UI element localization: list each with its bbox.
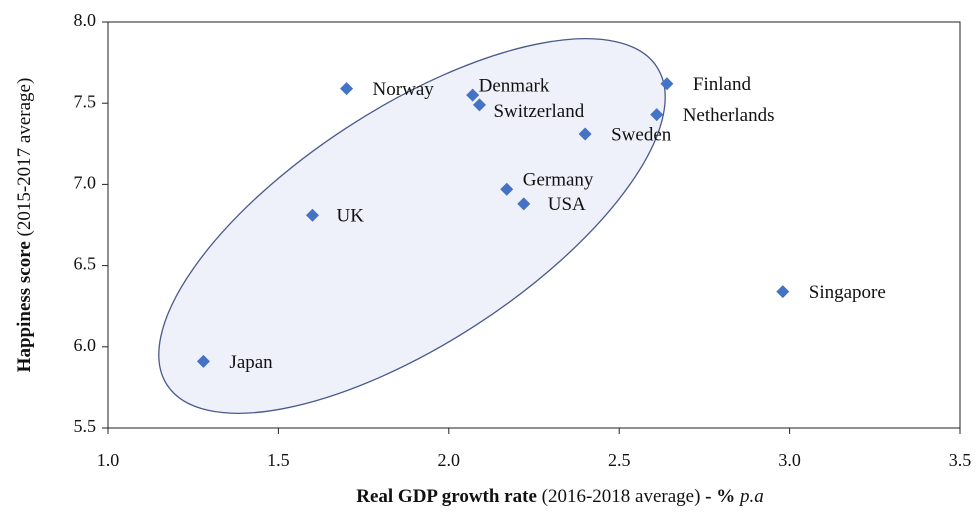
point: [466, 88, 480, 102]
point-label: Denmark: [479, 75, 550, 96]
point-label: Switzerland: [493, 101, 584, 122]
y-axis-label: Happiness score (2015-2017 average): [14, 78, 35, 373]
x-tick-label: 2.5: [608, 450, 631, 470]
y-tick-label: 6.0: [74, 335, 97, 355]
point: [340, 82, 354, 96]
cluster-ellipse: [158, 38, 666, 414]
y-tick-label: 8.0: [74, 10, 97, 30]
point-label: UK: [336, 206, 364, 227]
point-label: Singapore: [809, 282, 886, 303]
y-tick-label: 5.5: [74, 416, 97, 436]
point-label: Germany: [523, 170, 594, 191]
x-tick-label: 3.0: [778, 450, 801, 470]
point-label: Japan: [229, 352, 273, 373]
x-label-part: - %: [705, 486, 735, 507]
y-label-part: Happiness score: [14, 241, 35, 372]
point-label: Norway: [373, 79, 435, 100]
point: [578, 127, 592, 141]
point: [500, 182, 514, 196]
y-label-part: (2015-2017 average): [14, 78, 35, 237]
point-label: Finland: [693, 74, 752, 95]
x-axis-label: Real GDP growth rate (2016-2018 average)…: [356, 486, 764, 507]
point-label: Sweden: [611, 124, 672, 145]
point: [776, 285, 790, 299]
y-tick-label: 7.0: [74, 173, 97, 193]
point: [517, 197, 531, 211]
point: [472, 98, 486, 112]
point-label: Netherlands: [683, 105, 775, 126]
x-tick-label: 2.0: [438, 450, 461, 470]
x-tick-label: 1.5: [267, 450, 290, 470]
point: [305, 208, 319, 222]
x-tick-label: 1.0: [97, 450, 120, 470]
x-label-part: (2016-2018 average): [542, 486, 701, 507]
point: [650, 108, 664, 122]
x-label-part: Real GDP growth rate: [356, 486, 537, 507]
y-tick-label: 6.5: [74, 254, 97, 274]
point: [660, 77, 674, 91]
x-label-part: p.a: [738, 486, 764, 507]
point: [196, 354, 210, 368]
y-tick-label: 7.5: [74, 91, 97, 111]
point-label: USA: [548, 194, 586, 215]
x-tick-label: 3.5: [949, 450, 972, 470]
